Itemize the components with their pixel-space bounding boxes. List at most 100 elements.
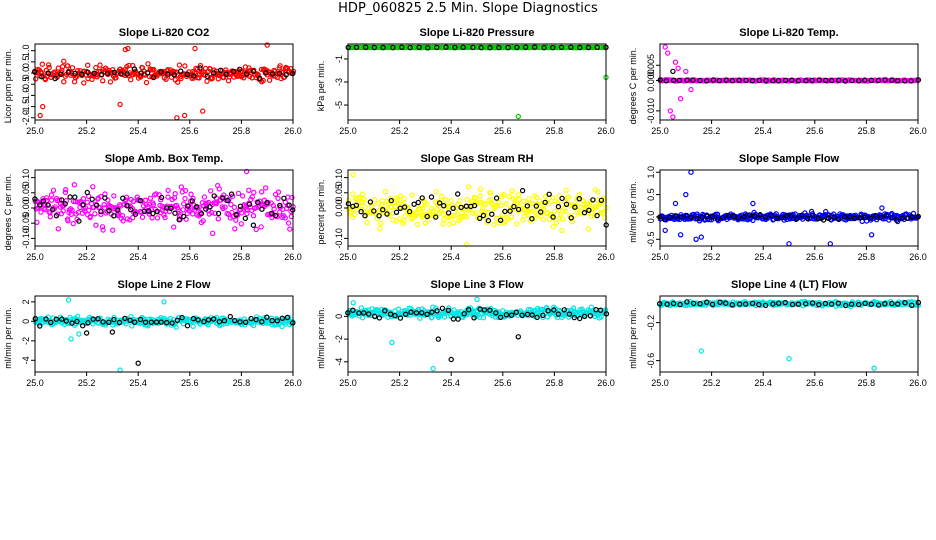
data-point-main xyxy=(374,44,381,51)
y-tick-label: 0 xyxy=(21,319,31,324)
data-point-ref xyxy=(902,300,908,306)
data-point-ref xyxy=(428,194,435,200)
data-point-main xyxy=(360,191,366,197)
data-point-ref xyxy=(443,44,449,50)
data-point-ref xyxy=(52,75,58,82)
data-point-main xyxy=(279,323,285,330)
x-tick-label: 25.0 xyxy=(26,378,44,388)
data-point-ref xyxy=(762,214,769,221)
data-point-ref xyxy=(877,214,884,221)
data-point-ref xyxy=(480,212,487,219)
x-tick-label: 26.0 xyxy=(909,378,927,388)
data-point-ref xyxy=(111,316,117,323)
data-point-main xyxy=(48,197,55,203)
data-point-ref xyxy=(862,300,868,307)
data-point-main xyxy=(440,221,446,227)
data-point-ref xyxy=(742,301,749,307)
data-point-main xyxy=(362,204,369,211)
data-point-ref xyxy=(131,319,138,325)
y-tick-label: 0.10 xyxy=(21,169,31,187)
y-tick-label: 0.0 xyxy=(646,211,656,224)
data-point-ref xyxy=(585,44,592,51)
data-point-ref xyxy=(835,300,842,306)
data-point-ref xyxy=(848,301,855,307)
data-point-ref xyxy=(703,78,710,84)
data-point-main xyxy=(482,202,488,208)
data-point-ref xyxy=(269,317,275,324)
data-point-ref xyxy=(274,318,280,324)
data-point-ref xyxy=(889,77,895,83)
x-tick-label: 25.6 xyxy=(181,378,199,388)
data-point-ref xyxy=(150,74,157,81)
data-point-ref xyxy=(402,311,409,318)
data-point-main xyxy=(289,194,295,201)
data-point-main xyxy=(41,205,47,212)
data-point-ref xyxy=(382,308,388,314)
scatter-panel-3: Slope Li-820 Temp. 25.0 25.2 25.4 25.6 25.8 26… xyxy=(628,16,936,146)
y-tick-label: -0.2 xyxy=(646,315,656,331)
data-point-ref xyxy=(889,214,895,221)
data-point-ref xyxy=(124,71,130,77)
data-point-main xyxy=(879,205,885,211)
data-point-main xyxy=(196,75,202,81)
panel-title: Slope Gas Stream RH xyxy=(420,153,533,165)
data-point-main xyxy=(162,214,168,221)
data-point-main xyxy=(588,213,595,219)
data-point-ref xyxy=(882,301,888,307)
panel-title: Slope Li-820 Temp. xyxy=(739,27,838,39)
data-point-ref xyxy=(72,194,78,200)
scatter-panel-7: Slope Line 2 Flow 25.0 25.2 25.4 25.6 25.8 26.… xyxy=(3,268,317,398)
scatter-panel-8: Slope Line 3 Flow 25.0 25.2 25.4 25.6 25.8 26.… xyxy=(316,268,630,398)
data-point-main xyxy=(93,64,99,71)
data-point-ref xyxy=(485,217,492,224)
data-point-main xyxy=(68,336,74,342)
y-tick-label: 0.00 xyxy=(21,199,31,217)
data-point-ref xyxy=(264,314,270,320)
y-tick-label: -2 xyxy=(334,335,344,343)
data-point-ref xyxy=(174,317,181,324)
data-point-ref xyxy=(673,213,679,220)
data-point-main xyxy=(76,331,82,337)
data-point-ref xyxy=(91,70,97,76)
data-point-ref xyxy=(429,309,435,315)
x-tick-label: 25.4 xyxy=(442,126,460,136)
panel-title: Slope Li-820 CO2 xyxy=(119,27,209,39)
data-point-ref xyxy=(172,210,178,216)
data-point-main xyxy=(46,64,52,71)
data-point-main xyxy=(464,196,470,203)
data-point-ref xyxy=(751,213,758,219)
data-point-ref xyxy=(361,310,367,316)
data-point-ref xyxy=(59,197,65,203)
data-point-main xyxy=(871,365,877,371)
data-point-ref xyxy=(263,70,269,76)
data-point-ref xyxy=(809,212,816,219)
data-point-main xyxy=(266,77,273,83)
data-point-ref xyxy=(204,73,210,80)
data-point-ref xyxy=(514,44,520,51)
data-point-ref xyxy=(176,216,182,223)
data-point-main xyxy=(437,208,443,215)
data-point-ref xyxy=(703,299,710,305)
data-point-main xyxy=(222,204,228,210)
data-point-ref xyxy=(111,69,118,76)
y-axis-label: ml/min per min. xyxy=(3,307,13,369)
data-point-main xyxy=(401,218,407,224)
x-tick-label: 25.0 xyxy=(651,126,669,136)
data-point-main xyxy=(39,61,46,67)
data-point-main xyxy=(109,227,116,233)
data-point-ref xyxy=(69,320,75,326)
data-point-ref xyxy=(424,311,430,318)
data-point-main xyxy=(130,198,137,205)
data-point-ref xyxy=(227,313,233,320)
data-point-main xyxy=(196,204,202,211)
data-point-ref xyxy=(273,212,279,219)
data-point-ref xyxy=(58,71,64,78)
data-point-main xyxy=(238,221,244,227)
x-tick-label: 25.2 xyxy=(703,252,721,262)
data-point-ref xyxy=(816,77,822,83)
data-point-main xyxy=(559,227,565,234)
data-point-ref xyxy=(84,189,91,196)
data-point-ref xyxy=(270,71,276,77)
x-tick-label: 25.4 xyxy=(129,378,147,388)
data-point-ref xyxy=(363,44,369,50)
